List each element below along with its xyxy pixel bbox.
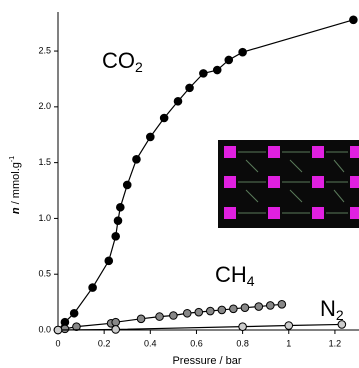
y-tick-label: 2.5	[38, 45, 51, 55]
data-point	[147, 133, 155, 141]
y-tick-label: 1.5	[38, 157, 51, 167]
data-point	[61, 325, 69, 333]
data-point	[239, 323, 247, 331]
data-point	[186, 84, 194, 92]
data-point	[105, 257, 113, 265]
series-label: CO2	[102, 48, 143, 75]
series-label-sub: 2	[336, 307, 344, 323]
data-point	[213, 66, 221, 74]
series-label-sub: 4	[247, 273, 255, 289]
data-point	[207, 307, 215, 315]
data-point	[123, 181, 131, 189]
data-point	[112, 326, 120, 334]
data-point	[160, 114, 168, 122]
x-tick-label: 0.4	[144, 338, 157, 348]
data-point	[267, 302, 275, 310]
data-point	[230, 305, 238, 313]
y-tick-label: 0.5	[38, 269, 51, 279]
data-point	[170, 312, 178, 320]
inset-image	[218, 140, 359, 228]
x-tick-label: 0.8	[236, 338, 249, 348]
data-point	[174, 97, 182, 105]
data-point	[278, 301, 286, 309]
data-point	[350, 16, 358, 24]
data-point	[255, 303, 263, 311]
data-point	[89, 284, 97, 292]
x-tick-label: 0	[55, 338, 60, 348]
data-point	[195, 308, 203, 316]
y-tick-label: 0.0	[38, 324, 51, 334]
data-point	[218, 306, 226, 314]
y-axis-label: n / mmol.g-1	[9, 156, 22, 214]
series-label-text: N	[320, 296, 336, 321]
data-point	[112, 232, 120, 240]
data-point	[137, 315, 145, 323]
data-point	[241, 304, 249, 312]
data-point	[183, 309, 191, 317]
data-point	[70, 309, 78, 317]
data-point	[200, 70, 208, 78]
series-label: CH4	[215, 262, 255, 289]
series-label-sub: 2	[135, 59, 143, 75]
y-tick-label: 2.0	[38, 101, 51, 111]
data-point	[54, 326, 62, 334]
x-tick-label: 0.6	[190, 338, 203, 348]
x-tick-label: 1.2	[329, 338, 342, 348]
x-tick-label: 0.2	[98, 338, 111, 348]
data-point	[117, 203, 125, 211]
data-point	[133, 155, 141, 163]
data-point	[112, 318, 120, 326]
y-label-sup: -1	[9, 156, 16, 162]
chart: Pressure / bar n / mmol.g-1 0.0 0.5 1.0 1.5…	[0, 0, 359, 368]
x-axis-label: Pressure / bar	[172, 355, 241, 367]
y-tick-label: 1.0	[38, 213, 51, 223]
data-point	[114, 217, 122, 225]
series-label-text: CH	[215, 262, 247, 287]
data-point	[239, 48, 247, 56]
x-tick-label: 1	[286, 338, 291, 348]
y-label-text: / mmol.g	[10, 162, 22, 207]
data-point	[156, 313, 164, 321]
series-label: N2	[320, 296, 344, 323]
series-label-text: CO	[102, 48, 135, 73]
data-point	[225, 56, 233, 64]
series-line	[58, 324, 342, 330]
data-point	[285, 322, 293, 330]
